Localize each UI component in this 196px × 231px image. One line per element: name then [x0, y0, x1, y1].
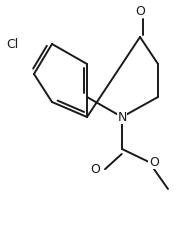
- Text: N: N: [117, 111, 127, 124]
- Text: O: O: [90, 163, 100, 176]
- Text: Cl: Cl: [6, 38, 18, 51]
- Text: O: O: [149, 156, 159, 169]
- Text: O: O: [135, 5, 145, 18]
